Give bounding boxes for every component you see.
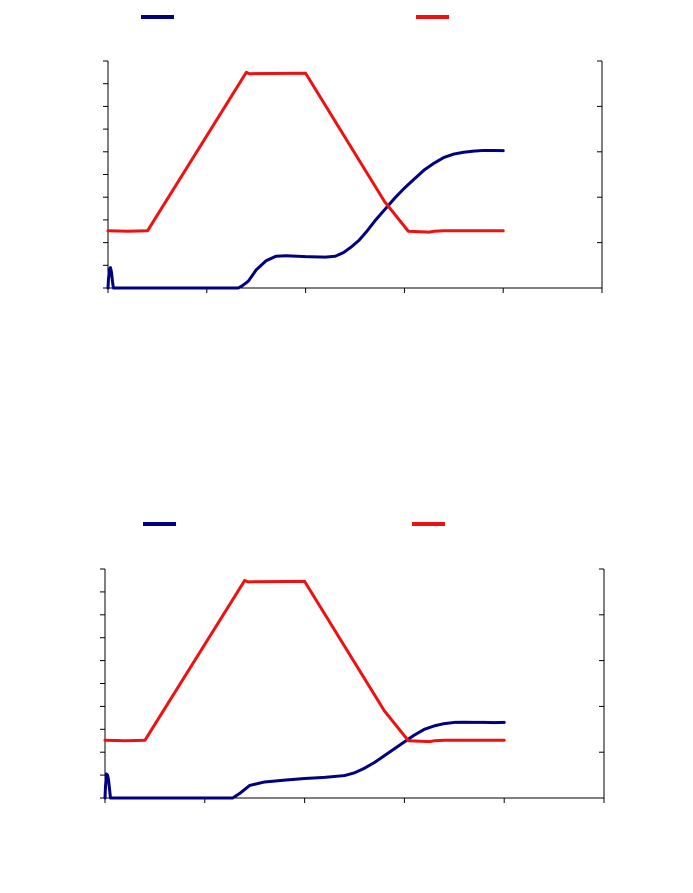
series-line-blue [106,148,505,290]
series-line-blue [103,720,506,800]
chart-1 [103,15,603,293]
series-line-red [106,70,505,234]
chart-2 [100,522,605,803]
series-line-red [103,578,506,744]
